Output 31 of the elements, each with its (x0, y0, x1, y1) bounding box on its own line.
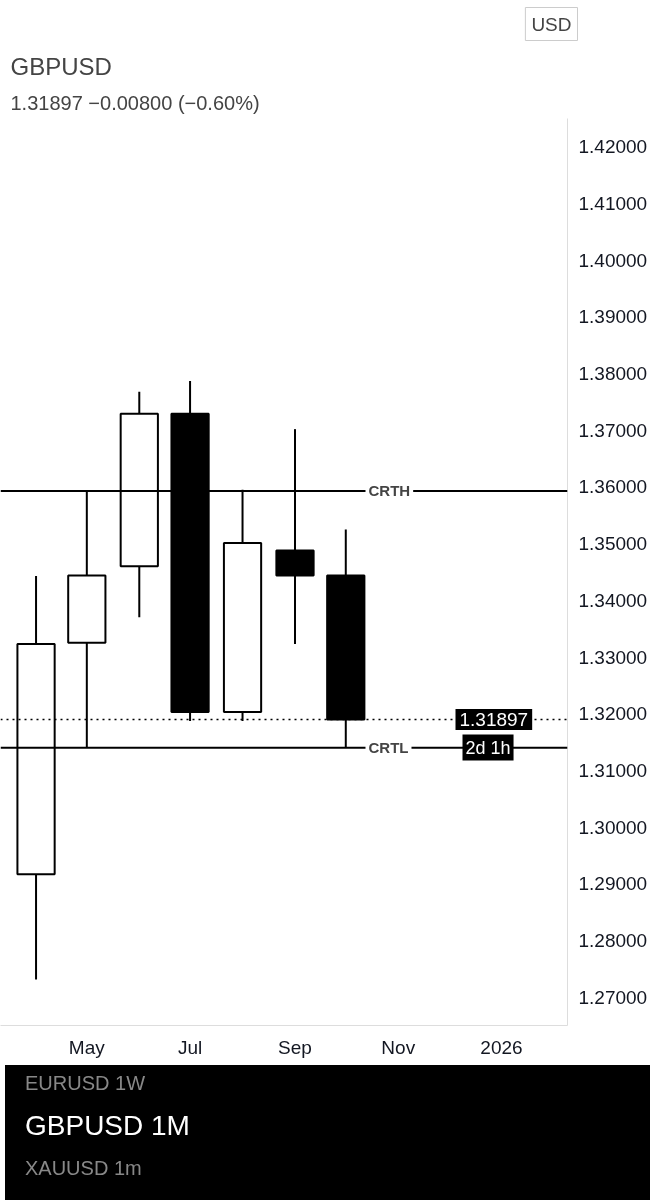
text: USD (531, 13, 572, 35)
x-tick-label: May (68, 1036, 106, 1058)
y-tick-label: 1.30000 (578, 816, 648, 838)
y-tick-label: 1.28000 (578, 929, 648, 951)
y-tick-label: 1.42000 (578, 136, 648, 158)
y-tick-label: 1.38000 (578, 363, 648, 385)
y-tick-label: 1.27000 (578, 986, 648, 1008)
text: XAUUSD 1m (24, 1155, 143, 1181)
x-tick-label: 2026 (480, 1036, 523, 1058)
chart-subtitle: 1.31897 −0.00800 (−0.60%) (10, 91, 260, 114)
y-tick-label: 1.34000 (578, 589, 648, 611)
ref-line-label: 1.31897 (459, 709, 529, 731)
y-tick-label: 1.35000 (578, 533, 648, 555)
text: GBPUSD 1M (24, 1108, 191, 1143)
ref-line-label: CRTL (368, 739, 409, 757)
x-tick-label: Jul (177, 1036, 203, 1058)
ref-line-label: CRTH (368, 482, 411, 500)
y-tick-label: 1.36000 (578, 476, 648, 498)
y-tick-label: 1.31000 (578, 759, 648, 781)
y-tick-label: 1.32000 (578, 703, 648, 725)
annotation: 2d 1h (465, 737, 511, 758)
y-tick-label: 1.40000 (578, 249, 648, 271)
x-tick-label: Sep (278, 1036, 312, 1058)
chart-title: GBPUSD (10, 52, 112, 80)
y-tick-label: 1.39000 (578, 306, 648, 328)
y-tick-label: 1.33000 (578, 646, 648, 668)
x-tick-label: Nov (381, 1036, 416, 1058)
text: EURUSD 1W (24, 1071, 146, 1096)
y-tick-label: 1.41000 (578, 193, 648, 215)
y-tick-label: 1.37000 (578, 419, 648, 441)
y-tick-label: 1.29000 (578, 873, 648, 895)
